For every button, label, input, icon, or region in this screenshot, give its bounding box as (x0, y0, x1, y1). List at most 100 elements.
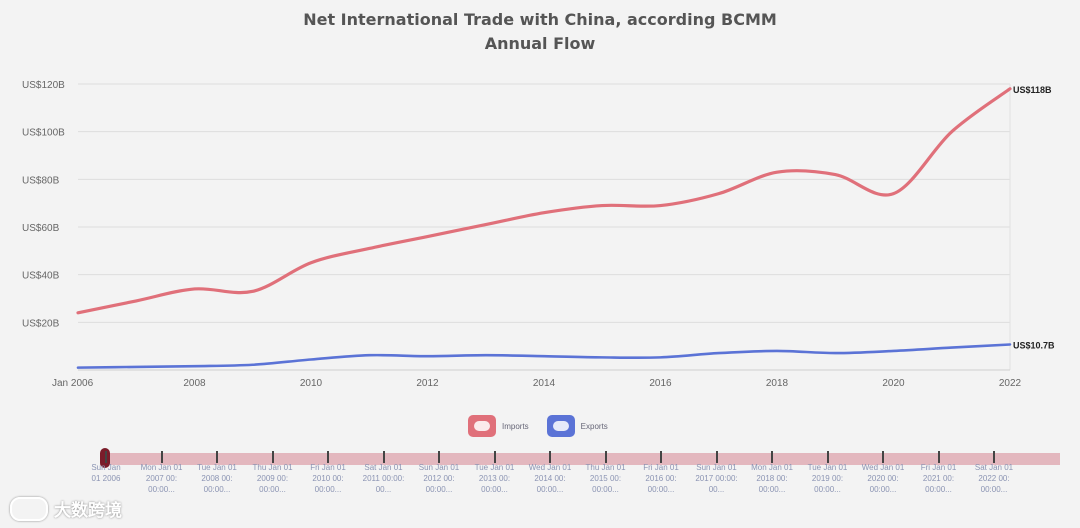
timeline-label-line: 00:00... (647, 485, 675, 494)
timeline-tick (604, 451, 607, 463)
timeline-label-line: 2012 00: (423, 474, 455, 483)
x-tick-label: 2008 (183, 378, 206, 389)
timeline-label-line: 00:00... (980, 485, 1008, 494)
timeline-label[interactable]: Thu Jan 01 2015 00: 00:00... (578, 462, 634, 495)
timeline-label-line: 00:00... (592, 485, 619, 494)
timeline-label-line: 00:00... (758, 485, 786, 494)
legend-item-exports[interactable]: Exports (546, 415, 608, 437)
timeline-label-line: 2013 00: (478, 474, 511, 483)
timeline-label-line: 00:00... (814, 485, 841, 494)
timeline-label[interactable]: Fri Jan 01 2010 00: 00:00... (300, 462, 356, 495)
timeline-label-line: 00:00... (425, 485, 453, 494)
timeline-label-line: Tue Jan 01 (197, 463, 237, 472)
timeline-label-line: Sat Jan 01 (974, 463, 1014, 472)
timeline-label-line: 2007 00: (145, 474, 178, 483)
chart-legend: Imports Exports (468, 415, 608, 437)
timeline-label-line: 00:00... (869, 485, 897, 494)
timeline-label-line: Sun Jan (91, 463, 121, 472)
exports-swatch-icon (546, 415, 575, 437)
timeline-label-line: 2020 00: (867, 474, 899, 483)
timeline-label[interactable]: Sat Jan 01 2011 00:00: 00... (356, 462, 412, 495)
timeline-label-line: Tue Jan 01 (474, 463, 515, 472)
x-tick-label: 2020 (882, 378, 905, 389)
timeline-label-line: Sun Jan 01 (418, 463, 460, 472)
timeline-label[interactable]: Tue Jan 01 2008 00: 00:00... (189, 462, 245, 495)
timeline-label-line: Sat Jan 01 (364, 463, 403, 472)
timeline-label-line: Tue Jan 01 (807, 463, 848, 472)
timeline-label-line: 2009 00: (256, 474, 289, 483)
line-chart: US$20B US$40B US$60B US$80B US$100B US$120B Ja… (22, 80, 1055, 389)
timeline-tick (882, 451, 884, 463)
timeline-label-line: Fri Jan 01 (643, 463, 679, 472)
timeline-label-line: 2008 00: (201, 474, 233, 483)
timeline-label-line: Fri Jan 01 (310, 463, 346, 472)
x-tick-label: 2012 (416, 378, 439, 389)
timeline-label-line: 00:00... (314, 485, 342, 494)
timeline-label-line: 00:00... (536, 485, 564, 494)
timeline-label-line: 2018 00: (756, 474, 788, 483)
series-line-imports (76, 87, 1012, 315)
timeline-label[interactable]: Sun Jan 01 2006 (78, 462, 134, 484)
timeline-label-line: 2022 00: (978, 474, 1010, 483)
y-tick-label: US$100B (22, 128, 65, 139)
timeline-label-line: Mon Jan 01 (751, 463, 793, 472)
timeline-label[interactable]: Sat Jan 01 2022 00: 00:00... (966, 462, 1022, 495)
timeline-tick (382, 451, 385, 463)
legend-label-imports: Imports (502, 421, 529, 431)
timeline-label-line: Thu Jan 01 (585, 463, 626, 472)
x-tick-label: 2022 (999, 378, 1022, 389)
timeline-tick (438, 451, 440, 463)
timeline-label-line: 00:00... (259, 485, 286, 494)
timeline-tick (826, 451, 829, 463)
chart-title-block: Net International Trade with China, acco… (0, 8, 1080, 56)
timeline-label[interactable]: Mon Jan 01 2018 00: 00:00... (744, 462, 800, 495)
timeline-label[interactable]: Fri Jan 01 2016 00: 00:00... (633, 462, 689, 495)
timeline-label-line: 2015 00: (589, 474, 622, 483)
timeline-slider[interactable]: Sun Jan 01 2006 Mon Jan 01 2007 00: 00:00...… (80, 448, 1060, 508)
timeline-label-line: Wed Jan 01 (861, 463, 905, 472)
x-tick-label: 2016 (649, 378, 672, 389)
timeline-tick (660, 451, 662, 463)
timeline-label[interactable]: Fri Jan 01 2021 00: 00:00... (911, 462, 967, 495)
end-label-exports: US$10.7B (1013, 340, 1055, 350)
series-line-exports (76, 343, 1012, 369)
timeline-label-line: 2017 00:00: (695, 474, 738, 483)
timeline-label-line: 2021 00: (922, 474, 955, 483)
legend-item-imports[interactable]: Imports (468, 415, 529, 437)
timeline-tick (327, 451, 329, 463)
timeline-tick (160, 451, 163, 463)
timeline-label-line: 00... (708, 485, 725, 494)
y-tick-label: US$60B (22, 223, 60, 234)
timeline-label[interactable]: Sun Jan 01 2012 00: 00:00... (411, 462, 467, 495)
timeline-label[interactable]: Mon Jan 01 2007 00: 00:00... (134, 462, 190, 495)
timeline-label-line: 00:00... (925, 485, 952, 494)
timeline-tick (993, 451, 995, 463)
timeline-tick (216, 451, 218, 463)
timeline-label-line: Fri Jan 01 (920, 463, 957, 472)
timeline-tick (105, 451, 107, 463)
timeline-label-line: 2014 00: (534, 474, 566, 483)
timeline-label[interactable]: Wed Jan 01 2020 00: 00:00... (855, 462, 911, 495)
timeline-label[interactable]: Tue Jan 01 2013 00: 00:00... (467, 462, 523, 495)
timeline-label[interactable]: Thu Jan 01 2009 00: 00:00... (245, 462, 301, 495)
timeline-label-line: 00:00... (481, 485, 508, 494)
timeline-label-line: Sun Jan 01 (696, 463, 737, 472)
timeline-tick (549, 451, 551, 463)
timeline-track[interactable] (100, 453, 1060, 465)
timeline-label[interactable]: Sun Jan 01 2017 00:00: 00... (689, 462, 745, 495)
watermark-logo-icon (10, 496, 48, 521)
watermark-text: 大数跨境 (54, 501, 122, 520)
timeline-label[interactable]: Wed Jan 01 2014 00: 00:00... (522, 462, 578, 495)
timeline-label-line: 2016 00: (645, 474, 677, 483)
watermark: 大数跨境 (10, 496, 122, 521)
legend-label-exports: Exports (580, 421, 608, 431)
chart-title: Net International Trade with China, acco… (303, 10, 777, 29)
timeline-label-line: Thu Jan 01 (252, 463, 293, 472)
timeline-label-line: 00:00... (148, 485, 175, 494)
timeline-tick (271, 451, 274, 463)
y-tick-label: US$120B (22, 80, 65, 91)
timeline-label-line: 01 2006 (91, 474, 121, 483)
timeline-label[interactable]: Tue Jan 01 2019 00: 00:00... (800, 462, 856, 495)
y-tick-label: US$80B (22, 175, 60, 186)
